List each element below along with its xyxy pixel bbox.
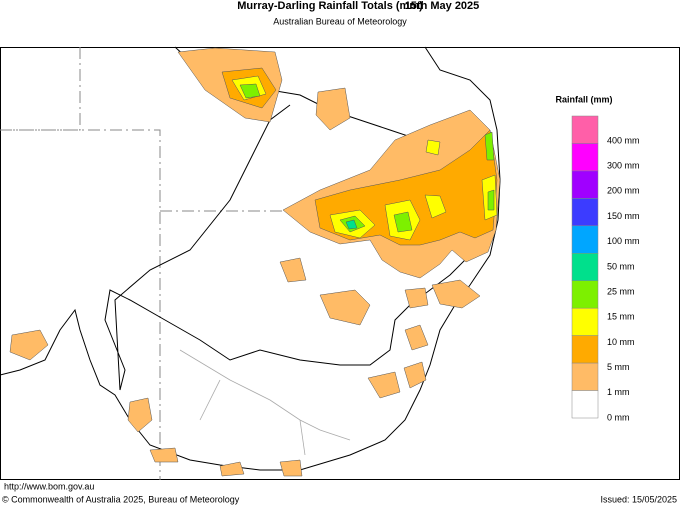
legend-swatch — [571, 335, 599, 364]
legend-swatch — [571, 225, 599, 254]
legend: Rainfall (mm) 400 mm 300 mm 200 mm 150 mm 10… — [555, 94, 639, 422]
rain-area — [339, 131, 495, 233]
footer-url: http://www.bom.gov.au — [4, 481, 94, 491]
legend-label: 150 mm — [607, 211, 640, 221]
subtitle: Australian Bureau of Meteorology — [273, 16, 407, 26]
legend-swatch — [571, 143, 599, 172]
legend-label: 200 mm — [607, 186, 640, 196]
legend-swatch — [571, 390, 599, 419]
legend-swatch — [571, 362, 599, 391]
legend-label: 1 mm — [607, 387, 630, 397]
legend-label: 400 mm — [607, 135, 640, 145]
rain-area — [345, 219, 358, 230]
basin-boundary — [104, 46, 481, 391]
legend-swatch — [571, 280, 599, 309]
legend-swatch — [571, 170, 599, 199]
legend-title: Rainfall (mm) — [555, 94, 612, 104]
legend-label: 15 mm — [607, 312, 635, 322]
rivers — [179, 349, 351, 456]
legend-label: 100 mm — [607, 236, 640, 246]
legend-swatch — [571, 198, 599, 227]
legend-label: 50 mm — [607, 261, 635, 271]
footer-copyright: © Commonwealth of Australia 2025, Bureau… — [2, 494, 240, 504]
footer-issued: Issued: 15/05/2025 — [600, 494, 677, 504]
title: Murray-Darling Rainfall Totals (mm) — [237, 0, 423, 12]
legend-swatch — [571, 307, 599, 336]
legend-swatch — [571, 115, 599, 144]
rain-area — [329, 139, 498, 241]
rain-area — [239, 83, 261, 99]
legend-label: 0 mm — [607, 412, 630, 422]
legend-label: 300 mm — [607, 161, 640, 171]
legend-label: 5 mm — [607, 362, 630, 372]
legend-label: 10 mm — [607, 337, 635, 347]
rain-area — [9, 87, 481, 477]
date: 15th May 2025 — [405, 0, 480, 12]
legend-swatch — [571, 253, 599, 281]
legend-label: 25 mm — [607, 286, 635, 296]
map — [0, 46, 680, 480]
